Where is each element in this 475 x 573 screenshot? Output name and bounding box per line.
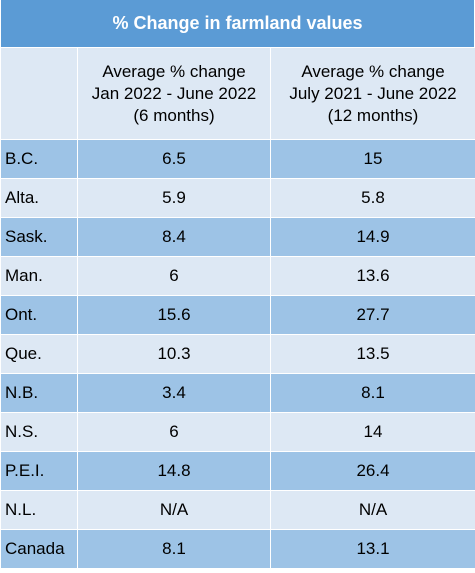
header-cell-6-month-change: Average % change Jan 2022 - June 2022 (6… [77, 47, 271, 140]
six-month-value-cell: 8.1 [77, 529, 271, 569]
twelve-month-value-cell: 13.1 [270, 529, 475, 569]
province-cell: B.C. [0, 139, 78, 179]
province-cell: N.S. [0, 412, 78, 452]
table-row: Canada 8.1 13.1 [0, 529, 475, 569]
table-row: P.E.I. 14.8 26.4 [0, 451, 475, 491]
six-month-value-cell: 5.9 [77, 178, 271, 218]
province-cell: P.E.I. [0, 451, 78, 491]
six-month-value-cell: 6 [77, 256, 271, 296]
header-row: Average % change Jan 2022 - June 2022 (6… [0, 47, 475, 140]
six-month-value-cell: 10.3 [77, 334, 271, 374]
twelve-month-value-cell: 15 [270, 139, 475, 179]
province-cell: Man. [0, 256, 78, 296]
table-row: Ont. 15.6 27.7 [0, 295, 475, 335]
six-month-value-cell: N/A [77, 490, 271, 530]
table-row: B.C. 6.5 15 [0, 139, 475, 179]
province-cell: N.B. [0, 373, 78, 413]
header-line: (6 months) [133, 105, 215, 125]
farmland-values-table: Average % change Jan 2022 - June 2022 (6… [0, 47, 475, 569]
province-cell: Canada [0, 529, 78, 569]
twelve-month-value-cell: 13.5 [270, 334, 475, 374]
six-month-value-cell: 14.8 [77, 451, 271, 491]
province-cell: Ont. [0, 295, 78, 335]
table-row: Sask. 8.4 14.9 [0, 217, 475, 257]
twelve-month-value-cell: 8.1 [270, 373, 475, 413]
table-row: Alta. 5.9 5.8 [0, 178, 475, 218]
table-row: N.S. 6 14 [0, 412, 475, 452]
six-month-value-cell: 8.4 [77, 217, 271, 257]
province-cell: Alta. [0, 178, 78, 218]
header-line: July 2021 - June 2022 [289, 83, 457, 103]
twelve-month-value-cell: 26.4 [270, 451, 475, 491]
header-cell-12-month-change: Average % change July 2021 - June 2022 (… [270, 47, 475, 140]
province-cell: Sask. [0, 217, 78, 257]
table-row: Man. 6 13.6 [0, 256, 475, 296]
six-month-value-cell: 6 [77, 412, 271, 452]
twelve-month-value-cell: 5.8 [270, 178, 475, 218]
header-line: Average % change [102, 61, 246, 81]
header-line: (12 months) [327, 105, 419, 125]
twelve-month-value-cell: 14 [270, 412, 475, 452]
twelve-month-value-cell: 14.9 [270, 217, 475, 257]
table-title: % Change in farmland values [0, 0, 475, 47]
table-body: B.C. 6.5 15 Alta. 5.9 5.8 Sask. 8.4 14.9 Man. 6 13.… [0, 139, 475, 569]
six-month-value-cell: 6.5 [77, 139, 271, 179]
province-cell: N.L. [0, 490, 78, 530]
header-line: Average % change [301, 61, 445, 81]
twelve-month-value-cell: 27.7 [270, 295, 475, 335]
header-cell-province [0, 47, 78, 140]
six-month-value-cell: 15.6 [77, 295, 271, 335]
table-row: N.B. 3.4 8.1 [0, 373, 475, 413]
twelve-month-value-cell: N/A [270, 490, 475, 530]
table-row: N.L. N/A N/A [0, 490, 475, 530]
province-cell: Que. [0, 334, 78, 374]
six-month-value-cell: 3.4 [77, 373, 271, 413]
header-line: Jan 2022 - June 2022 [91, 83, 257, 103]
table-row: Que. 10.3 13.5 [0, 334, 475, 374]
twelve-month-value-cell: 13.6 [270, 256, 475, 296]
